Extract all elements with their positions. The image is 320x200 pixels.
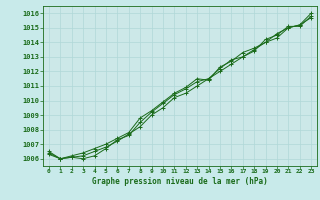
X-axis label: Graphe pression niveau de la mer (hPa): Graphe pression niveau de la mer (hPa) xyxy=(92,177,268,186)
